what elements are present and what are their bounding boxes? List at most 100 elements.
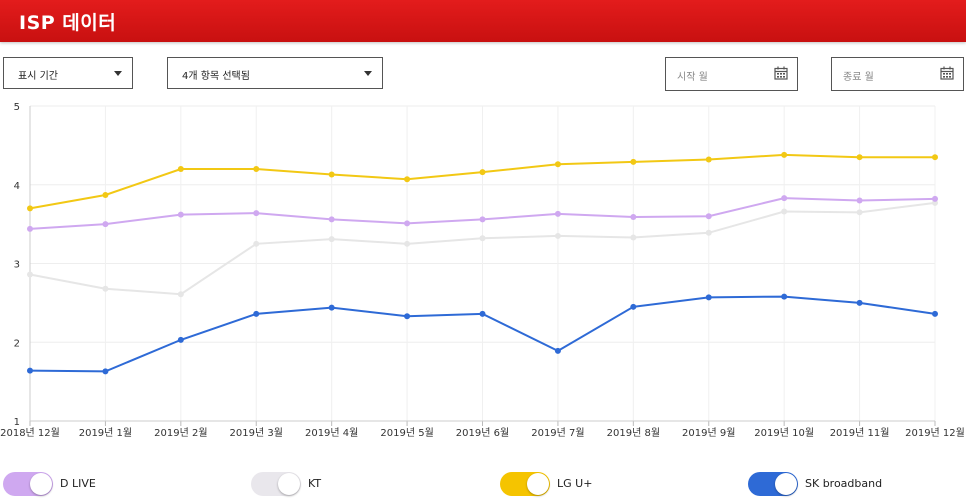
legend-toggle-d-live[interactable]: D LIVE <box>3 472 153 498</box>
x-tick-label: 2019년 7월 <box>531 427 584 439</box>
data-point-sk-broadband <box>102 368 109 375</box>
data-point-d-live <box>253 210 260 217</box>
data-point-d-live <box>554 210 561 217</box>
data-point-kt <box>102 285 109 292</box>
end-month-placeholder: 종료 월 <box>843 72 874 83</box>
data-point-kt <box>554 232 561 239</box>
data-point-kt <box>705 229 712 236</box>
x-tick-label: 2019년 12월 <box>905 427 965 439</box>
data-point-d-live <box>328 216 335 223</box>
legend-label: LG U+ <box>557 477 593 490</box>
toggle-knob <box>775 473 797 495</box>
data-point-d-live <box>932 195 938 202</box>
legend-label: KT <box>308 477 322 490</box>
period-select[interactable]: 표시 기간 <box>3 57 133 89</box>
data-point-sk-broadband <box>404 313 411 320</box>
data-point-d-live <box>856 197 863 204</box>
x-tick-label: 2019년 3월 <box>230 427 283 439</box>
end-month-input[interactable]: 종료 월 <box>831 57 964 91</box>
data-point-lg-u <box>27 205 33 212</box>
calendar-icon[interactable] <box>940 66 954 83</box>
data-point-kt <box>404 240 411 247</box>
legend-toggle-sk-broadband[interactable]: SK broadband <box>748 472 908 498</box>
data-point-d-live <box>479 216 486 223</box>
data-point-sk-broadband <box>781 293 788 300</box>
line-chart: 1 2 3 4 5 2018년 12월 2019년 1월 2019년 2월 2019년 3월 20… <box>0 102 965 439</box>
x-tick-label: 2019년 4월 <box>305 427 358 439</box>
data-point-lg-u <box>630 158 637 165</box>
legend-label: D LIVE <box>60 477 96 490</box>
data-point-lg-u <box>479 169 486 176</box>
data-point-kt <box>27 271 33 278</box>
data-point-kt <box>479 235 486 242</box>
data-point-lg-u <box>932 154 938 161</box>
toggle-knob <box>527 473 549 495</box>
data-point-lg-u <box>102 191 109 198</box>
data-point-sk-broadband <box>856 299 863 306</box>
toggle-knob <box>30 473 52 495</box>
data-point-sk-broadband <box>177 336 184 343</box>
y-tick-label: 1 <box>14 417 20 428</box>
data-point-kt <box>253 240 260 247</box>
data-point-d-live <box>27 225 33 232</box>
data-point-kt <box>177 291 184 298</box>
y-tick-label: 5 <box>14 102 20 113</box>
data-point-sk-broadband <box>479 310 486 317</box>
x-tick-label: 2019년 10월 <box>754 427 814 439</box>
data-point-d-live <box>705 213 712 220</box>
items-select[interactable]: 4개 항목 선택됨 <box>167 57 383 89</box>
toggle-switch[interactable] <box>3 472 53 496</box>
data-point-d-live <box>177 211 184 218</box>
data-point-lg-u <box>328 171 335 178</box>
x-tick-label: 2019년 11월 <box>830 427 890 439</box>
start-month-input[interactable]: 시작 월 <box>665 57 798 91</box>
y-tick-label: 2 <box>14 338 20 349</box>
x-tick-label: 2019년 1월 <box>79 427 132 439</box>
x-tick-label: 2019년 9월 <box>682 427 735 439</box>
legend-toggle-lg-uplus[interactable]: LG U+ <box>500 472 650 498</box>
x-tick-label: 2019년 6월 <box>456 427 509 439</box>
legend-label: SK broadband <box>805 477 883 490</box>
data-point-kt <box>630 234 637 241</box>
chevron-down-icon <box>114 71 122 76</box>
data-point-kt <box>781 208 788 215</box>
toggle-knob <box>278 473 300 495</box>
toggle-switch[interactable] <box>500 472 550 496</box>
data-point-kt <box>328 236 335 243</box>
data-point-lg-u <box>856 154 863 161</box>
data-point-sk-broadband <box>253 310 260 317</box>
data-point-lg-u <box>705 156 712 163</box>
x-tick-label: 2019년 2월 <box>154 427 207 439</box>
data-point-lg-u <box>177 166 184 172</box>
y-tick-label: 4 <box>14 181 20 192</box>
x-tick-label: 2019년 8월 <box>607 427 660 439</box>
items-select-label: 4개 항목 선택됨 <box>182 71 250 82</box>
start-month-placeholder: 시작 월 <box>677 72 708 83</box>
data-point-sk-broadband <box>554 347 561 354</box>
toggle-switch[interactable] <box>251 472 301 496</box>
x-tick-label: 2018년 12월 <box>0 427 60 439</box>
data-point-kt <box>856 209 863 216</box>
header-bar: ISP 데이터 <box>0 0 966 42</box>
y-tick-label: 3 <box>14 260 20 271</box>
data-point-lg-u <box>253 166 260 172</box>
data-point-d-live <box>781 195 788 202</box>
calendar-icon[interactable] <box>774 66 788 83</box>
chevron-down-icon <box>364 71 372 76</box>
data-point-sk-broadband <box>27 367 33 374</box>
data-point-sk-broadband <box>705 294 712 301</box>
toggle-switch[interactable] <box>748 472 798 496</box>
data-point-lg-u <box>404 176 411 183</box>
data-point-lg-u <box>554 161 561 168</box>
data-point-lg-u <box>781 151 788 158</box>
data-point-sk-broadband <box>932 310 938 317</box>
page-title: ISP 데이터 <box>19 12 117 34</box>
period-select-label: 표시 기간 <box>18 71 58 82</box>
data-point-d-live <box>630 214 637 221</box>
data-point-sk-broadband <box>630 303 637 310</box>
x-tick-label: 2019년 5월 <box>380 427 433 439</box>
data-point-sk-broadband <box>328 304 335 311</box>
data-point-d-live <box>404 220 411 227</box>
legend-toggle-kt[interactable]: KT <box>251 472 401 498</box>
data-point-d-live <box>102 221 109 228</box>
